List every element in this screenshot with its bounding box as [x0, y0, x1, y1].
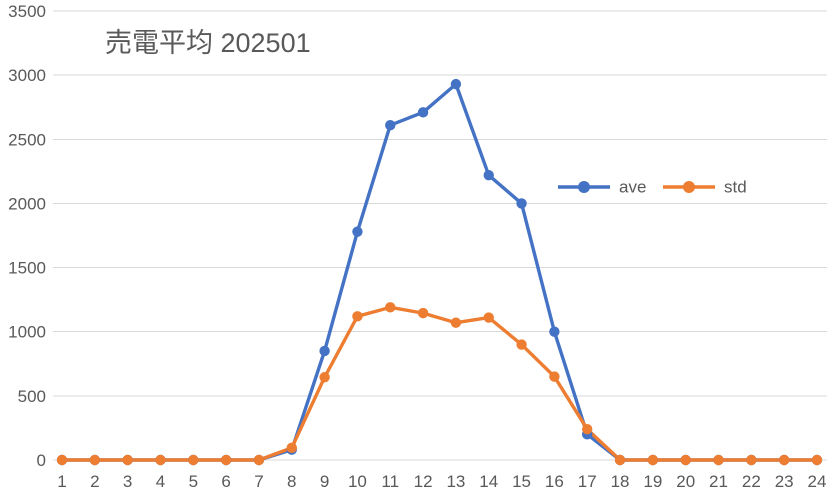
legend-item-std[interactable]: std	[663, 177, 747, 196]
x-axis-tick-label: 20	[676, 472, 695, 491]
data-point-std-1[interactable]	[56, 454, 68, 466]
x-axis-tick-label: 22	[742, 472, 761, 491]
y-axis-tick-labels: 0 500 1000 1500 2000 2500 3000 3500	[8, 2, 46, 470]
data-point-std-13[interactable]	[450, 317, 462, 328]
data-point-ave-11[interactable]	[385, 119, 396, 131]
y-axis-tick-label: 3000	[8, 66, 46, 85]
data-point-ave-15[interactable]	[516, 198, 527, 209]
data-point-std-21[interactable]	[713, 454, 724, 466]
data-point-std-6[interactable]	[220, 454, 232, 466]
data-point-std-15[interactable]	[516, 339, 527, 350]
legend-label-std: std	[724, 177, 747, 196]
y-axis-tick-label: 1000	[8, 323, 46, 342]
data-point-std-3[interactable]	[122, 454, 133, 466]
x-axis-tick-label: 9	[320, 472, 329, 491]
y-axis-tick-label: 3500	[8, 2, 46, 21]
legend-label-ave: ave	[619, 177, 646, 196]
data-point-std-8[interactable]	[286, 442, 297, 454]
x-axis-tick-label: 13	[446, 472, 465, 491]
x-axis-tick-label: 1	[57, 472, 66, 491]
y-axis-tick-label: 500	[18, 387, 46, 406]
x-axis-tick-label: 2	[90, 472, 99, 491]
data-point-ave-10[interactable]	[352, 226, 363, 237]
x-axis-tick-label: 12	[414, 472, 433, 491]
data-point-std-2[interactable]	[89, 454, 101, 466]
x-axis-tick-label: 16	[545, 472, 564, 491]
data-point-std-7[interactable]	[253, 454, 265, 466]
y-axis-tick-label: 2000	[8, 194, 46, 213]
data-point-std-20[interactable]	[680, 454, 691, 466]
x-axis-tick-label: 18	[611, 472, 630, 491]
data-point-std-18[interactable]	[614, 454, 626, 466]
chart-legend[interactable]: ave std	[558, 177, 747, 196]
series-line-std[interactable]	[60, 305, 819, 462]
data-point-ave-12[interactable]	[417, 107, 429, 118]
data-point-std-12[interactable]	[417, 307, 429, 319]
x-axis-tick-label: 19	[643, 472, 662, 491]
legend-swatch-marker	[578, 181, 590, 193]
x-axis-tick-label: 8	[287, 472, 296, 491]
data-point-std-17[interactable]	[582, 424, 593, 435]
x-axis-tick-label: 3	[123, 472, 132, 491]
y-axis-tick-label: 0	[37, 451, 46, 470]
x-axis-tick-label: 5	[189, 472, 198, 491]
x-axis-tick-label: 24	[808, 472, 827, 491]
data-point-std-16[interactable]	[549, 371, 560, 382]
data-point-std-22[interactable]	[746, 454, 757, 466]
data-point-std-19[interactable]	[647, 454, 659, 466]
data-point-ave-13[interactable]	[450, 78, 462, 90]
x-axis-tick-label: 14	[479, 472, 498, 491]
x-axis-tick-label: 17	[578, 472, 597, 491]
y-axis-tick-label: 1500	[8, 259, 46, 278]
x-axis-tick-label: 15	[512, 472, 531, 491]
y-axis-tick-label: 2500	[8, 130, 46, 149]
data-point-std-4[interactable]	[155, 454, 166, 466]
x-axis-tick-label: 11	[381, 472, 399, 491]
data-point-std-14[interactable]	[483, 312, 494, 323]
x-axis-tick-label: 6	[221, 472, 230, 491]
x-axis-tick-label: 7	[254, 472, 263, 491]
x-axis-tick-label: 4	[156, 472, 165, 491]
data-point-std-24[interactable]	[811, 454, 823, 466]
legend-item-ave[interactable]: ave	[558, 177, 646, 196]
data-point-std-23[interactable]	[778, 454, 790, 466]
data-markers-group[interactable]	[56, 78, 823, 466]
legend-swatch-marker	[683, 181, 695, 193]
chart-title: 売電平均 202501	[105, 28, 311, 58]
x-axis-tick-label: 21	[709, 472, 728, 491]
data-point-ave-9[interactable]	[319, 345, 330, 357]
data-point-ave-14[interactable]	[483, 170, 494, 181]
data-point-std-10[interactable]	[352, 311, 363, 322]
gridlines	[53, 10, 827, 461]
data-point-ave-16[interactable]	[549, 326, 560, 337]
x-axis-tick-label: 23	[775, 472, 794, 491]
x-axis-tick-label: 10	[348, 472, 367, 491]
data-series-group[interactable]	[60, 82, 819, 462]
x-axis-tick-labels: 1 2 3 4 5 6 7 8 9 10 11 12 13 14 15 16 17 18 19 20 21 22 23 24	[57, 472, 826, 491]
data-point-std-9[interactable]	[319, 372, 330, 383]
data-point-std-5[interactable]	[188, 454, 199, 466]
data-point-std-11[interactable]	[385, 302, 396, 313]
